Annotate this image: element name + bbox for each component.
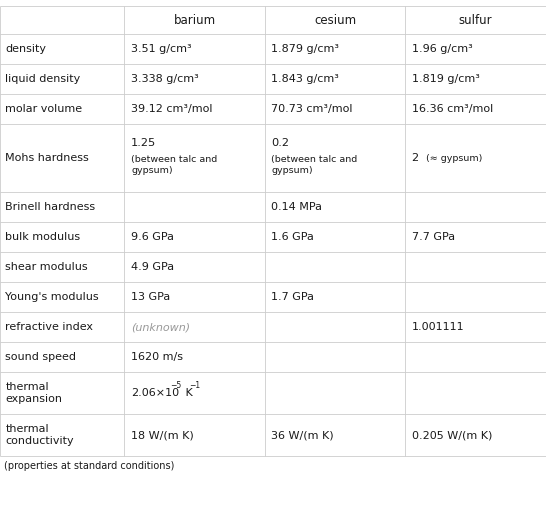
Text: refractive index: refractive index — [5, 322, 93, 332]
Text: 3.51 g/cm³: 3.51 g/cm³ — [131, 44, 192, 54]
Text: 9.6 GPa: 9.6 GPa — [131, 232, 174, 242]
Text: 7.7 GPa: 7.7 GPa — [412, 232, 455, 242]
Text: 1.7 GPa: 1.7 GPa — [271, 292, 314, 302]
Text: 13 GPa: 13 GPa — [131, 292, 170, 302]
Text: molar volume: molar volume — [5, 104, 82, 114]
Text: Young's modulus: Young's modulus — [5, 292, 99, 302]
Text: 2: 2 — [412, 153, 419, 163]
Text: 1.001111: 1.001111 — [412, 322, 464, 332]
Text: 16.36 cm³/mol: 16.36 cm³/mol — [412, 104, 493, 114]
Text: (between talc and
gypsum): (between talc and gypsum) — [271, 155, 358, 175]
Text: 1.843 g/cm³: 1.843 g/cm³ — [271, 74, 339, 84]
Text: 1.25: 1.25 — [131, 138, 156, 148]
Text: 1.879 g/cm³: 1.879 g/cm³ — [271, 44, 340, 54]
Text: sound speed: sound speed — [5, 352, 76, 362]
Text: 1.819 g/cm³: 1.819 g/cm³ — [412, 74, 479, 84]
Text: 36 W/(m K): 36 W/(m K) — [271, 430, 334, 440]
Text: Mohs hardness: Mohs hardness — [5, 153, 89, 163]
Text: bulk modulus: bulk modulus — [5, 232, 81, 242]
Text: thermal
conductivity: thermal conductivity — [5, 424, 74, 446]
Text: 2.06×10: 2.06×10 — [131, 388, 179, 398]
Text: 70.73 cm³/mol: 70.73 cm³/mol — [271, 104, 353, 114]
Text: barium: barium — [174, 13, 216, 27]
Text: 1.96 g/cm³: 1.96 g/cm³ — [412, 44, 472, 54]
Text: −1: −1 — [189, 381, 200, 390]
Text: (≈ gypsum): (≈ gypsum) — [426, 153, 483, 162]
Text: 3.338 g/cm³: 3.338 g/cm³ — [131, 74, 199, 84]
Text: cesium: cesium — [314, 13, 356, 27]
Text: liquid density: liquid density — [5, 74, 81, 84]
Text: 18 W/(m K): 18 W/(m K) — [131, 430, 194, 440]
Text: shear modulus: shear modulus — [5, 262, 88, 272]
Text: thermal
expansion: thermal expansion — [5, 382, 62, 404]
Text: (unknown): (unknown) — [131, 322, 190, 332]
Text: Brinell hardness: Brinell hardness — [5, 202, 96, 212]
Text: K: K — [182, 388, 193, 398]
Text: (properties at standard conditions): (properties at standard conditions) — [4, 461, 175, 471]
Text: 0.205 W/(m K): 0.205 W/(m K) — [412, 430, 492, 440]
Text: 1620 m/s: 1620 m/s — [131, 352, 183, 362]
Text: 0.2: 0.2 — [271, 138, 289, 148]
Text: 39.12 cm³/mol: 39.12 cm³/mol — [131, 104, 212, 114]
Text: 4.9 GPa: 4.9 GPa — [131, 262, 174, 272]
Text: −5: −5 — [170, 381, 182, 390]
Text: (between talc and
gypsum): (between talc and gypsum) — [131, 155, 217, 175]
Text: 1.6 GPa: 1.6 GPa — [271, 232, 314, 242]
Text: 0.14 MPa: 0.14 MPa — [271, 202, 322, 212]
Text: density: density — [5, 44, 46, 54]
Text: sulfur: sulfur — [459, 13, 492, 27]
